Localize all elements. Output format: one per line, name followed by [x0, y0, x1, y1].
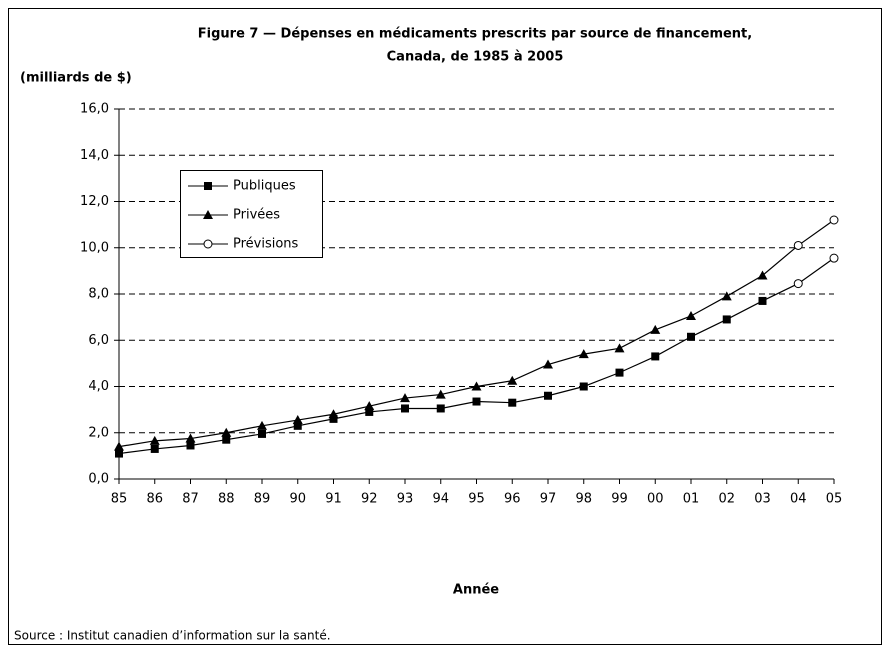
point: [436, 404, 445, 413]
point: [222, 435, 231, 444]
y-tick-label: 16,0: [80, 102, 109, 117]
point: [615, 368, 624, 377]
point: [829, 215, 839, 225]
x-tick-label: 95: [468, 492, 485, 507]
x-tick-label: 94: [432, 492, 449, 507]
point: [507, 375, 518, 385]
y-tick-label: 14,0: [80, 148, 109, 163]
point: [186, 441, 195, 450]
chart-title: Canada, de 1985 à 2005: [387, 50, 564, 65]
x-tick-label: 99: [611, 492, 628, 507]
point: [508, 398, 517, 407]
point: [150, 444, 159, 453]
point: [757, 270, 768, 280]
x-tick-label: 00: [647, 492, 664, 507]
point: [829, 253, 839, 263]
x-tick-label: 02: [718, 492, 735, 507]
x-tick-label: 98: [575, 492, 592, 507]
point: [400, 393, 410, 403]
y-axis-label: (milliards de $): [20, 71, 132, 86]
point: [687, 332, 695, 341]
chart-title: Figure 7 — Dépenses en médicaments presc…: [198, 27, 752, 42]
point: [364, 401, 375, 411]
legend-marker: [203, 210, 213, 219]
y-tick-label: 12,0: [80, 194, 109, 209]
y-tick-label: 8,0: [88, 287, 109, 302]
y-tick-label: 10,0: [80, 240, 109, 255]
x-tick-label: 97: [540, 492, 557, 507]
legend-marker: [203, 239, 213, 249]
point: [293, 421, 302, 430]
x-tick-label: 86: [146, 492, 163, 507]
x-tick-label: 01: [683, 492, 700, 507]
x-tick-label: 05: [826, 492, 843, 507]
point: [292, 415, 303, 425]
legend-marker: [204, 182, 212, 190]
y-tick-label: 6,0: [88, 333, 109, 348]
point: [471, 381, 482, 391]
x-tick-label: 87: [182, 492, 199, 507]
frame: [8, 8, 882, 645]
x-tick-label: 90: [289, 492, 306, 507]
y-tick-label: 4,0: [88, 379, 109, 394]
point: [793, 279, 803, 289]
point: [472, 397, 481, 406]
point: [329, 414, 338, 423]
source: Source : Institut canadien d’information…: [14, 629, 331, 643]
point: [401, 404, 409, 413]
point: [579, 382, 588, 391]
x-tick-label: 03: [754, 492, 771, 507]
legend-label: Publiques: [233, 179, 296, 194]
point: [221, 427, 232, 437]
x-tick-label: 91: [325, 492, 342, 507]
legend-label: Privées: [233, 208, 280, 223]
y-tick-label: 0,0: [88, 472, 109, 487]
point: [149, 435, 160, 445]
x-tick-label: 04: [790, 492, 807, 507]
point: [651, 352, 660, 361]
point: [328, 409, 339, 419]
x-tick-label: 96: [504, 492, 521, 507]
point: [650, 324, 661, 334]
x-tick-label: 92: [361, 492, 378, 507]
point: [543, 359, 553, 369]
point: [793, 240, 803, 250]
point: [758, 296, 767, 305]
point: [185, 433, 196, 443]
point: [257, 420, 267, 430]
y-tick-label: 2,0: [88, 425, 109, 440]
point: [722, 315, 731, 324]
x-axis-label: Année: [453, 583, 499, 598]
point: [578, 349, 589, 359]
point: [721, 291, 732, 301]
x-tick-label: 88: [218, 492, 235, 507]
point: [435, 389, 446, 399]
point: [258, 429, 266, 438]
point: [115, 449, 123, 458]
legend-label: Prévisions: [233, 237, 299, 252]
point: [614, 343, 625, 353]
x-tick-label: 93: [397, 492, 414, 507]
point: [114, 441, 124, 451]
x-tick-label: 85: [111, 492, 128, 507]
point: [544, 391, 552, 400]
x-tick-label: 89: [254, 492, 271, 507]
point: [686, 310, 696, 320]
point: [365, 407, 374, 416]
